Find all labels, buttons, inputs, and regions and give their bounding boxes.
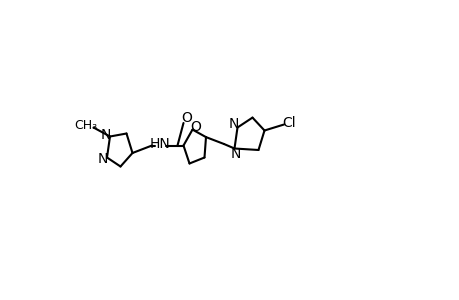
Text: N: N <box>228 117 239 131</box>
Text: N: N <box>230 147 241 161</box>
Text: O: O <box>181 111 191 124</box>
Text: O: O <box>190 120 201 134</box>
Text: N: N <box>100 128 111 142</box>
Text: CH₃: CH₃ <box>74 119 97 133</box>
Text: Cl: Cl <box>282 116 296 130</box>
Text: HN: HN <box>150 137 170 151</box>
Text: N: N <box>97 152 107 166</box>
